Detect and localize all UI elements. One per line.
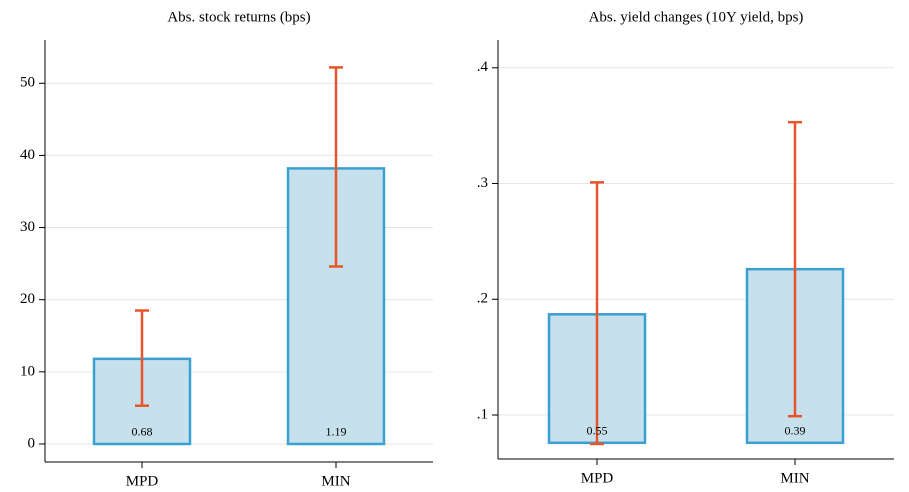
panel-title: Abs. stock returns (bps) bbox=[167, 9, 310, 25]
x-tick-label: MPD bbox=[126, 473, 159, 489]
bar-annotation: 0.55 bbox=[587, 424, 608, 438]
x-tick-label: MIN bbox=[780, 470, 809, 486]
y-tick-label: .2 bbox=[477, 291, 488, 307]
y-tick-label: .3 bbox=[477, 175, 488, 191]
bar-annotation: 1.19 bbox=[326, 425, 347, 439]
y-tick-label: 10 bbox=[20, 363, 35, 379]
x-tick-label: MIN bbox=[321, 473, 350, 489]
y-tick-label: .4 bbox=[477, 59, 489, 75]
y-tick-label: 50 bbox=[20, 75, 35, 91]
y-tick-label: .1 bbox=[477, 406, 488, 422]
y-tick-label: 40 bbox=[20, 147, 35, 163]
y-tick-label: 20 bbox=[20, 291, 35, 307]
panel-title: Abs. yield changes (10Y yield, bps) bbox=[589, 9, 804, 25]
y-tick-label: 0 bbox=[28, 435, 36, 451]
x-tick-label: MPD bbox=[581, 470, 614, 486]
bar-annotation: 0.68 bbox=[132, 425, 153, 439]
bar-annotation: 0.39 bbox=[785, 424, 806, 438]
y-tick-label: 30 bbox=[20, 219, 35, 235]
